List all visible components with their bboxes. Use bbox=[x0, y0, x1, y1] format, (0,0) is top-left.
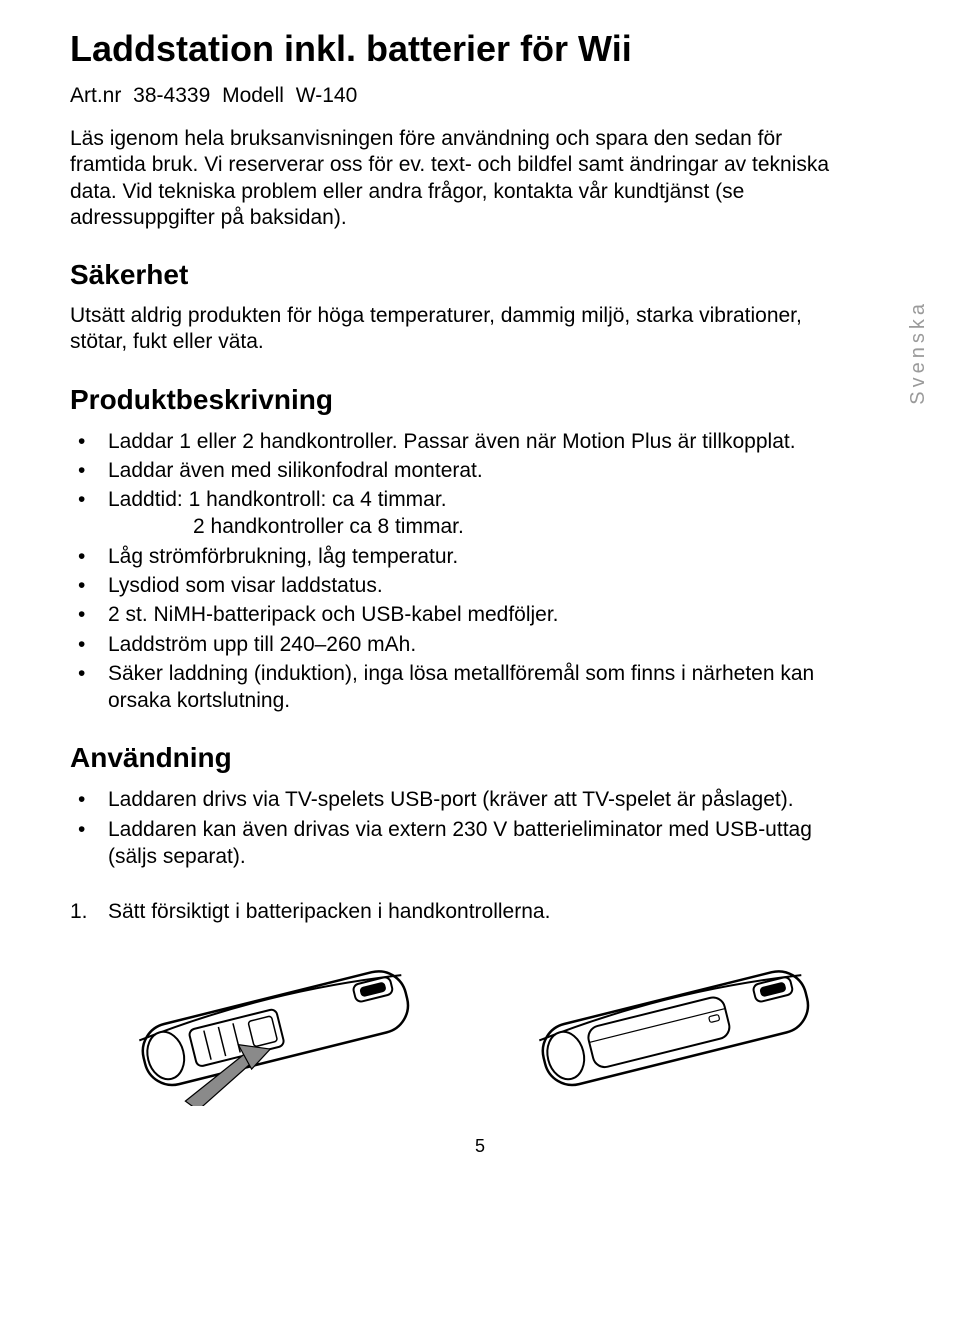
language-side-label: Svenska bbox=[907, 300, 930, 405]
article-model-line: Art.nr 38-4339 Modell W-140 bbox=[70, 84, 890, 108]
description-heading: Produktbeskrivning bbox=[70, 384, 890, 416]
step-item: 1.Sätt försiktigt i batteripacken i hand… bbox=[70, 898, 890, 925]
usage-heading: Användning bbox=[70, 742, 890, 774]
page-title: Laddstation inkl. batterier för Wii bbox=[70, 28, 890, 70]
figure-row bbox=[70, 946, 890, 1106]
safety-body: Utsätt aldrig produkten för höga tempera… bbox=[70, 303, 830, 356]
controller-open-figure bbox=[110, 946, 450, 1106]
list-item: Säker laddning (induktion), inga lösa me… bbox=[70, 660, 850, 715]
page-number: 5 bbox=[70, 1136, 890, 1157]
list-item: Laddström upp till 240–260 mAh. bbox=[70, 631, 850, 658]
list-item: Laddar 1 eller 2 handkontroller. Passar … bbox=[70, 428, 850, 455]
list-item: 2 st. NiMH-batteripack och USB-kabel med… bbox=[70, 601, 850, 628]
list-item: Laddar även med silikonfodral monterat. bbox=[70, 457, 850, 484]
list-item: Laddaren drivs via TV-spelets USB-port (… bbox=[70, 786, 850, 813]
list-item: Laddtid: 1 handkontroll: ca 4 timmar.2 h… bbox=[70, 486, 850, 541]
usage-list: Laddaren drivs via TV-spelets USB-port (… bbox=[70, 786, 850, 870]
list-item: Laddaren kan även drivas via extern 230 … bbox=[70, 816, 850, 871]
controller-closed-figure bbox=[510, 946, 850, 1106]
list-item: Lysdiod som visar laddstatus. bbox=[70, 572, 850, 599]
list-item: Låg strömförbrukning, låg temperatur. bbox=[70, 543, 850, 570]
intro-paragraph: Läs igenom hela bruksanvisningen före an… bbox=[70, 126, 830, 231]
usage-steps: 1.Sätt försiktigt i batteripacken i hand… bbox=[70, 898, 890, 925]
safety-heading: Säkerhet bbox=[70, 259, 890, 291]
description-list: Laddar 1 eller 2 handkontroller. Passar … bbox=[70, 428, 850, 715]
